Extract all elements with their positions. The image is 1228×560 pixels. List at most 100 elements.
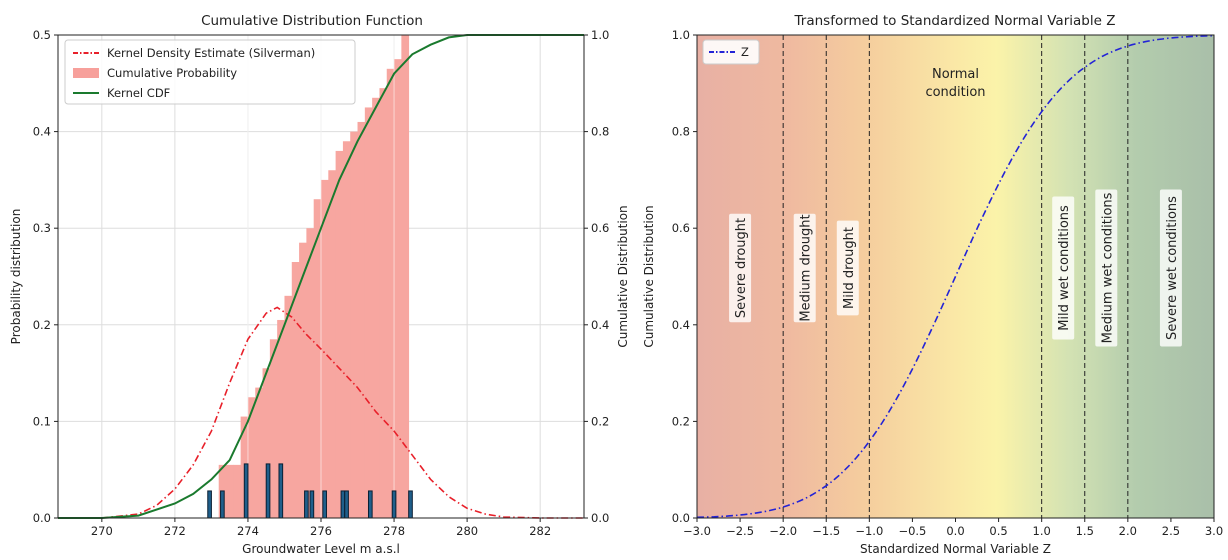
threshold-lines [782, 35, 1129, 518]
zone-label: condition [925, 85, 985, 100]
y-tick-label: 0.8 [672, 125, 690, 139]
kernel-cdf-line [58, 34, 584, 519]
zone-label: Mild drought [842, 227, 857, 309]
y-tick-label: 0.2 [672, 414, 690, 428]
cumulative-bar [401, 35, 410, 518]
cumulative-bar [379, 88, 388, 518]
zone-label: Medium wet conditions [1100, 192, 1115, 343]
observation-bar [207, 490, 212, 519]
right-panel: Transformed to Standardized Normal Varia… [642, 13, 1223, 556]
zone-label-group: Severe drought [729, 213, 752, 323]
left-panel: Cumulative Distribution Function 270 272 2… [9, 13, 630, 556]
y-tick-label: 0.0 [672, 511, 690, 525]
zone-label-bg [1159, 189, 1182, 347]
cumulative-bar [226, 464, 234, 518]
cumulative-bar [372, 97, 380, 518]
left-right-y-ticks: 0.0 0.2 0.4 0.6 0.8 1.0 [584, 28, 609, 525]
left-legend: Kernel Density Estimate (Silverman) Cumul… [64, 39, 356, 105]
cumulative-bar [269, 339, 278, 518]
zone-label: Normal [932, 67, 979, 82]
cumulative-bar [233, 464, 242, 518]
y2-tick-label: 0.4 [591, 318, 609, 332]
cumulative-bar [386, 68, 395, 518]
x-tick-label: 0.5 [989, 524, 1007, 538]
y2-tick-label: 1.0 [591, 28, 609, 42]
zone-label-group: Medium wet conditions [1095, 189, 1118, 347]
observation-bar [340, 490, 346, 519]
observation-bar [304, 490, 309, 519]
cumulative-bar [313, 199, 322, 518]
observation-bar [265, 463, 271, 519]
zone-label: Mild wet conditions [1057, 205, 1072, 331]
cumulative-bar [350, 131, 358, 518]
cumulative-bar [277, 319, 285, 518]
zone-label-bg [1095, 189, 1118, 347]
legend-label: Cumulative Probability [107, 66, 237, 80]
cumulative-bar [262, 368, 271, 518]
observation-bar [367, 490, 373, 519]
cumulative-bar [342, 141, 351, 518]
observation-bar [408, 490, 413, 519]
kde-pdf-line [58, 306, 584, 519]
y-tick-label: 0.4 [672, 318, 690, 332]
cumulative-probability-bars [218, 35, 410, 519]
x-tick-label: 1.0 [1033, 524, 1051, 538]
cumulative-bar [321, 179, 329, 518]
cumulative-bar [255, 387, 263, 518]
y2-tick-label: 0.0 [591, 511, 609, 525]
y-tick-label: 0.4 [33, 125, 51, 139]
x-tick-label: 274 [237, 524, 259, 538]
legend-swatch [73, 68, 99, 78]
y-tick-label: 0.5 [33, 28, 51, 42]
legend-label: Kernel Density Estimate (Silverman) [107, 46, 315, 60]
observation-bar [309, 490, 315, 519]
x-tick-label: 276 [310, 524, 332, 538]
cumulative-bar [291, 262, 300, 518]
zone-labels: Severe drought Medium drought Mild drought… [729, 67, 1182, 347]
right-x-axis-label: Standardized Normal Variable Z [860, 542, 1051, 556]
x-tick-label: 278 [383, 524, 405, 538]
cumulative-bar [335, 150, 344, 519]
x-tick-label: −1.5 [812, 524, 840, 538]
x-tick-label: 3.0 [1205, 524, 1223, 538]
zone-label-group: Mild drought [836, 220, 859, 316]
z-cdf-line [696, 34, 1215, 519]
observation-bar [278, 463, 284, 519]
right-y-ticks: 0.0 0.2 0.4 0.6 0.8 1.0 [672, 28, 697, 525]
zone-label: Severe drought [734, 218, 749, 318]
zone-label-group: Mild wet conditions [1052, 196, 1075, 340]
observation-bar [243, 463, 249, 519]
y-tick-label: 0.1 [33, 414, 51, 428]
y-tick-label: 1.0 [672, 28, 690, 42]
y-tick-label: 0.0 [33, 511, 51, 525]
x-tick-label: −2.0 [769, 524, 797, 538]
cumulative-bar [306, 228, 315, 518]
y-tick-label: 0.6 [672, 221, 690, 235]
observation-bar [220, 490, 225, 519]
left-y-axis-label: Probability distribution [9, 209, 23, 345]
cumulative-bar [364, 107, 373, 518]
x-tick-label: 2.5 [1162, 524, 1180, 538]
zone-label-bg [729, 213, 752, 323]
cumulative-bar [284, 295, 293, 518]
cumulative-bar [299, 242, 307, 518]
zone-label-group: Medium drought [793, 213, 816, 323]
zone-label-bg [793, 213, 816, 323]
x-tick-label: 280 [456, 524, 478, 538]
zone-label-group: Severe wet conditions [1159, 189, 1182, 347]
y2-tick-label: 0.6 [591, 221, 609, 235]
left-chart-title: Cumulative Distribution Function [201, 13, 423, 29]
zone-label-bg [1052, 196, 1075, 340]
x-tick-label: 2.0 [1119, 524, 1137, 538]
x-tick-label: 1.5 [1076, 524, 1094, 538]
x-tick-label: 282 [529, 524, 551, 538]
right-x-ticks: −3.0 −2.5 −2.0 −1.5 −1.0 −0.5 0.0 0.5 1.0 1.5 2.0 2… [683, 518, 1223, 538]
left-right-y-axis-label: Cumulative Distribution [616, 205, 630, 347]
observation-bar [344, 490, 349, 519]
observation-bar [391, 490, 397, 519]
x-tick-label: 272 [164, 524, 186, 538]
x-tick-label: 270 [91, 524, 113, 538]
zone-label: Medium drought [799, 214, 814, 321]
